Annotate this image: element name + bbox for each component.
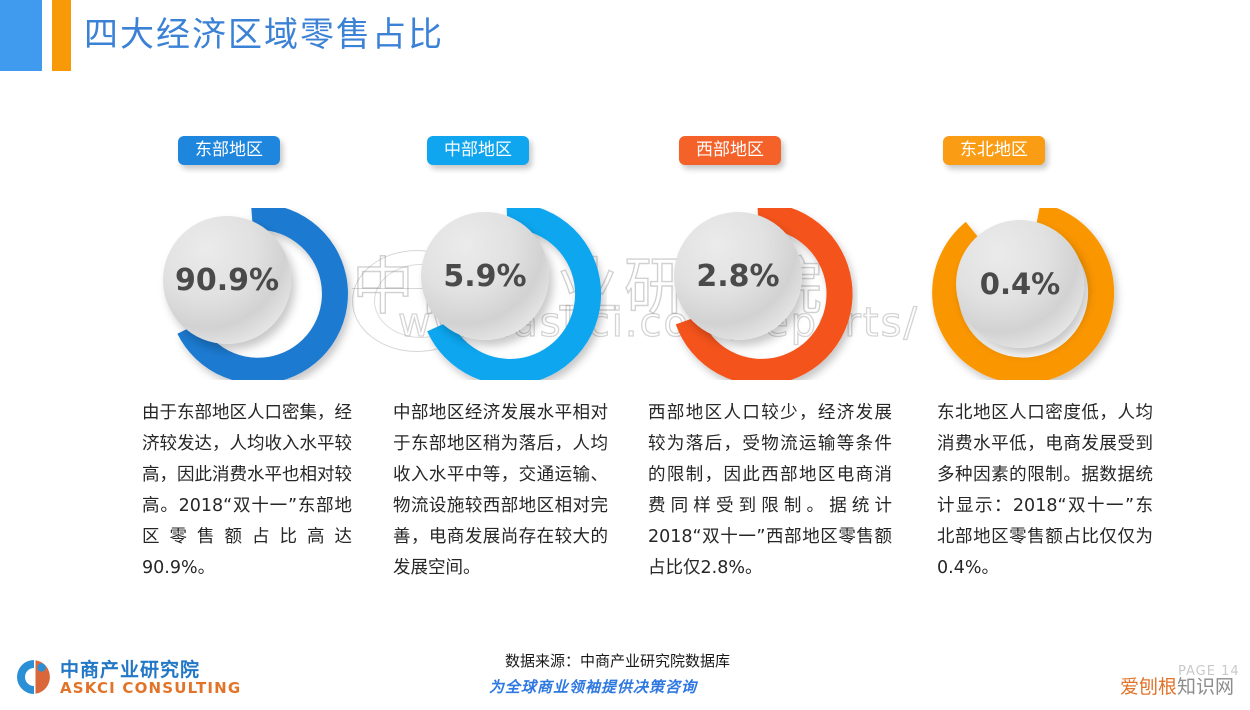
donut-arc-west-svg <box>675 208 853 380</box>
region-description-central: 中部地区经济发展水平相对于东部地区稍为落后，人均收入水平中等，交通运输、物流设施… <box>393 403 608 578</box>
page-number: PAGE 14 <box>1178 664 1240 679</box>
donut-arc-northeast-svg <box>932 208 1115 380</box>
donut-center-east: 90.9% <box>163 216 291 344</box>
region-label-central[interactable]: 中部地区 <box>427 136 529 165</box>
region-label-west[interactable]: 西部地区 <box>679 136 781 165</box>
region-column-east: 东部地区 90.9% 由于东部地区人口密集，经济较发达，人均收入水平较高，因此消… <box>130 0 386 640</box>
askci-logo-icon <box>17 660 50 694</box>
donut-chart-east: 90.9% <box>155 208 355 380</box>
site-watermark: 爱刨根知识网 <box>1120 672 1234 699</box>
donut-arc-east-svg <box>177 208 348 380</box>
region-description-east: 由于东部地区人口密集，经济较发达，人均收入水平较高，因此消费水平也相对较高。20… <box>142 403 352 578</box>
region-column-west: 西部地区 2.8% 西部地区人口较少，经济发展较为落后，受物流运输等条件的限制，… <box>640 0 896 640</box>
donut-value-east: 90.9% <box>174 262 280 298</box>
region-description-northeast: 东北地区人口密度低，人均消费水平低，电商发展受到多种因素的限制。据数据统计显示：… <box>937 403 1153 578</box>
donut-chart-central: 5.9% <box>407 208 607 380</box>
header-accent-blue-block <box>0 0 42 71</box>
site-watermark-orange: 爱刨根 <box>1120 676 1178 698</box>
data-source-text: 数据来源：中商产业研究院数据库 <box>505 652 731 670</box>
region-label-east[interactable]: 东部地区 <box>178 136 280 165</box>
logo-english-name: ASKCI CONSULTING <box>60 679 242 697</box>
donut-value-central: 5.9% <box>443 258 527 294</box>
donut-chart-northeast: 0.4% <box>930 208 1130 380</box>
region-column-northeast: 东北地区 0.4% 东北地区人口密度低，人均消费水平低，电商发展受到多种因素的限… <box>925 0 1181 640</box>
donut-value-northeast: 0.4% <box>979 267 1061 301</box>
donut-center-northeast: 0.4% <box>956 220 1084 348</box>
company-slogan: 为全球商业领袖提供决策咨询 <box>489 678 698 696</box>
donut-center-west: 2.8% <box>674 212 802 340</box>
site-watermark-gray: 知识网 <box>1177 676 1235 698</box>
donut-value-west: 2.8% <box>696 258 780 294</box>
donut-arc-central-svg <box>427 208 602 380</box>
page-title: 四大经济区域零售占比 <box>84 15 444 55</box>
region-label-northeast[interactable]: 东北地区 <box>943 136 1045 165</box>
header-accent-orange-bar <box>52 0 71 71</box>
region-column-central: 中部地区 5.9% 中部地区经济发展水平相对于东部地区稍为落后，人均收入水平中等… <box>385 0 641 640</box>
footer-divider <box>0 646 1250 647</box>
donut-chart-west: 2.8% <box>658 208 858 380</box>
donut-center-central: 5.9% <box>421 212 549 340</box>
logo-chinese-name: 中商产业研究院 <box>60 659 201 681</box>
company-logo: 中商产业研究院 ASKCI CONSULTING <box>14 655 240 701</box>
region-description-west: 西部地区人口较少，经济发展较为落后，受物流运输等条件的限制，因此西部地区电商消费… <box>648 403 892 578</box>
